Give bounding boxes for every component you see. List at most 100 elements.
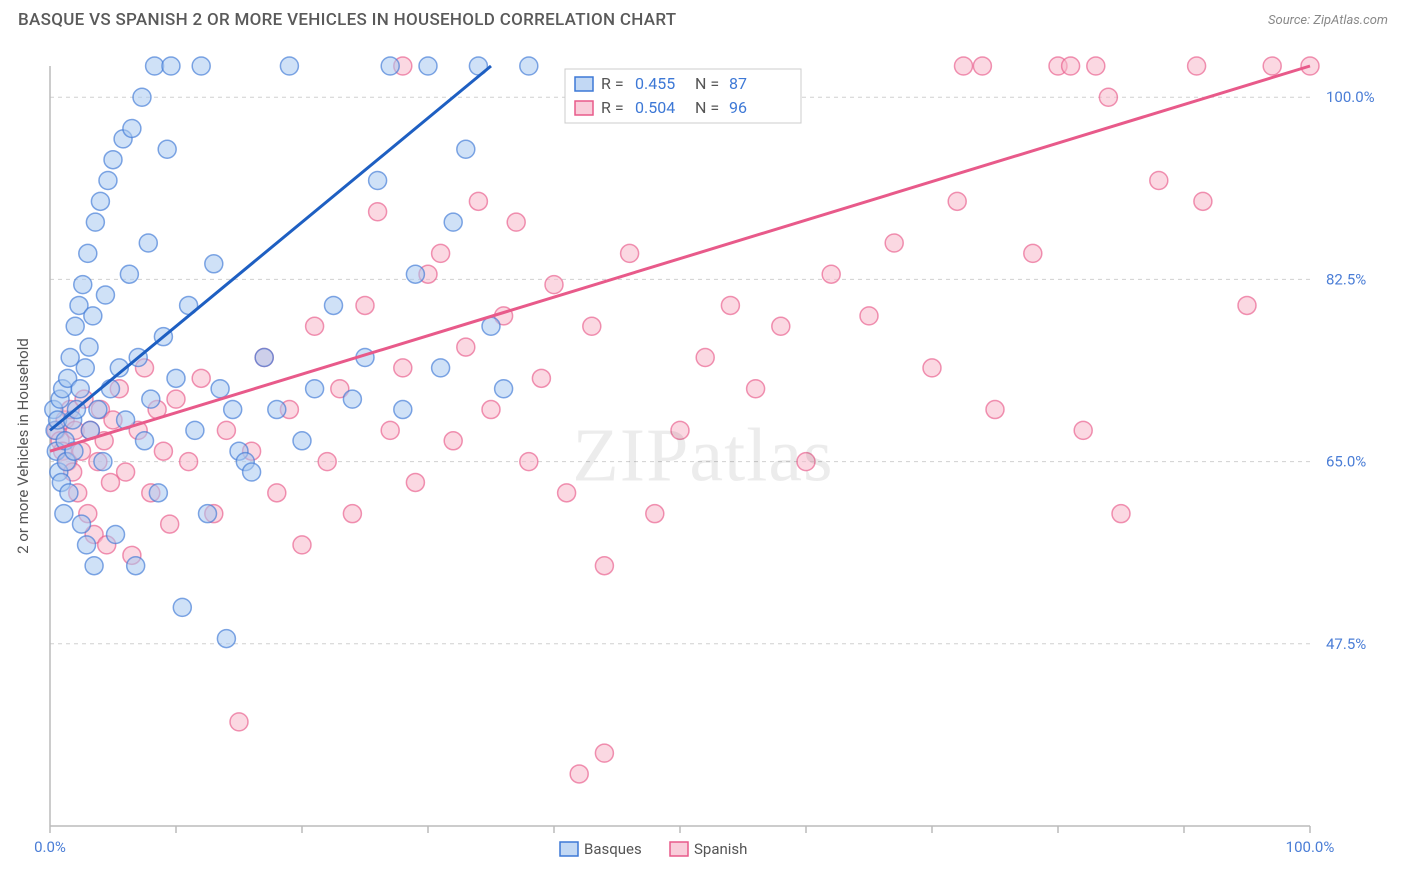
x-tick-label: 0.0% xyxy=(34,838,66,856)
data-point-spanish xyxy=(1194,192,1212,210)
data-point-spanish xyxy=(457,338,475,356)
data-point-spanish xyxy=(520,453,538,471)
data-point-spanish xyxy=(161,515,179,533)
data-point-spanish xyxy=(406,473,424,491)
data-point-spanish xyxy=(721,296,739,314)
data-point-basques xyxy=(78,536,96,554)
data-point-spanish xyxy=(306,317,324,335)
data-point-spanish xyxy=(507,213,525,231)
chart-title: BASQUE VS SPANISH 2 OR MORE VEHICLES IN … xyxy=(18,10,676,30)
data-point-basques xyxy=(162,57,180,75)
data-point-basques xyxy=(280,57,298,75)
data-point-basques xyxy=(91,192,109,210)
data-point-spanish xyxy=(570,765,588,783)
y-tick-label: 65.0% xyxy=(1326,453,1366,471)
data-point-basques xyxy=(74,276,92,294)
data-point-basques xyxy=(80,338,98,356)
data-point-basques xyxy=(444,213,462,231)
data-point-spanish xyxy=(583,317,601,335)
data-point-basques xyxy=(432,359,450,377)
data-point-spanish xyxy=(1024,244,1042,262)
data-point-spanish xyxy=(1112,505,1130,523)
data-point-spanish xyxy=(772,317,790,335)
data-point-basques xyxy=(85,557,103,575)
data-point-spanish xyxy=(986,401,1004,419)
data-point-basques xyxy=(293,432,311,450)
data-point-spanish xyxy=(621,244,639,262)
y-tick-label: 100.0% xyxy=(1326,88,1375,106)
data-point-spanish xyxy=(293,536,311,554)
data-point-spanish xyxy=(558,484,576,502)
data-point-basques xyxy=(457,140,475,158)
data-point-basques xyxy=(84,307,102,325)
data-point-spanish xyxy=(1087,57,1105,75)
data-point-spanish xyxy=(1062,57,1080,75)
data-point-basques xyxy=(94,453,112,471)
data-point-basques xyxy=(243,463,261,481)
data-point-basques xyxy=(142,390,160,408)
data-point-basques xyxy=(167,369,185,387)
data-point-spanish xyxy=(1188,57,1206,75)
stats-label: N = xyxy=(695,74,719,93)
data-point-basques xyxy=(205,255,223,273)
data-point-basques xyxy=(192,57,210,75)
data-point-basques xyxy=(73,515,91,533)
data-point-basques xyxy=(101,380,119,398)
data-point-basques xyxy=(306,380,324,398)
data-point-basques xyxy=(146,57,164,75)
data-point-basques xyxy=(66,317,84,335)
stats-label: R = xyxy=(601,98,624,117)
stats-label: R = xyxy=(601,74,624,93)
data-point-basques xyxy=(96,286,114,304)
data-point-basques xyxy=(55,505,73,523)
data-point-spanish xyxy=(1238,296,1256,314)
trendline-spanish xyxy=(50,66,1310,451)
legend-swatch-spanish xyxy=(575,101,593,115)
chart-header: BASQUE VS SPANISH 2 OR MORE VEHICLES IN … xyxy=(0,0,1406,36)
data-point-spanish xyxy=(646,505,664,523)
data-point-basques xyxy=(381,57,399,75)
data-point-basques xyxy=(99,172,117,190)
data-point-spanish xyxy=(671,421,689,439)
data-point-basques xyxy=(104,151,122,169)
data-point-spanish xyxy=(595,557,613,575)
legend-swatch-basques xyxy=(575,77,593,91)
y-axis-label: 2 or more Vehicles in Household xyxy=(14,338,32,554)
stats-r-spanish: 0.504 xyxy=(635,98,675,117)
bottom-legend-swatch-spanish xyxy=(670,842,688,856)
data-point-basques xyxy=(76,359,94,377)
x-tick-label: 100.0% xyxy=(1286,838,1335,856)
data-point-basques xyxy=(482,317,500,335)
data-point-spanish xyxy=(545,276,563,294)
data-point-spanish xyxy=(381,421,399,439)
data-point-basques xyxy=(343,390,361,408)
y-tick-label: 47.5% xyxy=(1326,635,1366,653)
correlation-scatter-chart: 47.5% 65.0% 82.5% 100.0% 0.0% 100.0% 2 or more… xyxy=(0,36,1406,876)
data-point-spanish xyxy=(356,296,374,314)
data-point-spanish xyxy=(885,234,903,252)
data-point-basques xyxy=(86,213,104,231)
data-point-spanish xyxy=(482,401,500,419)
data-point-basques xyxy=(495,380,513,398)
chart-area: 47.5% 65.0% 82.5% 100.0% 0.0% 100.0% 2 or more… xyxy=(0,36,1406,876)
bottom-legend-swatch-basques xyxy=(560,842,578,856)
data-point-basques xyxy=(107,525,125,543)
data-point-spanish xyxy=(230,713,248,731)
stats-r-basques: 0.455 xyxy=(635,74,675,93)
stats-label: N = xyxy=(695,98,719,117)
data-point-basques xyxy=(255,349,273,367)
data-point-spanish xyxy=(469,192,487,210)
data-point-basques xyxy=(79,244,97,262)
data-point-basques xyxy=(199,505,217,523)
data-point-spanish xyxy=(822,265,840,283)
data-point-spanish xyxy=(696,349,714,367)
data-point-spanish xyxy=(1263,57,1281,75)
data-point-spanish xyxy=(369,203,387,221)
data-point-basques xyxy=(71,380,89,398)
data-point-spanish xyxy=(595,744,613,762)
data-point-basques xyxy=(123,119,141,137)
data-point-spanish xyxy=(394,359,412,377)
data-point-spanish xyxy=(117,463,135,481)
data-point-basques xyxy=(268,401,286,419)
y-tick-label: 82.5% xyxy=(1326,270,1366,288)
